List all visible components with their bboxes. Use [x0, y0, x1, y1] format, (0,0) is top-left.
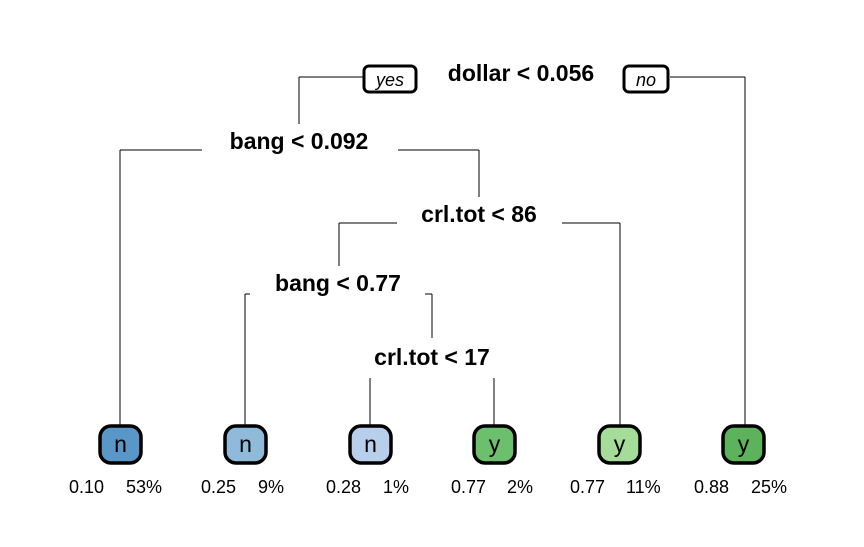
leaf-1-pct: 53%	[126, 477, 162, 497]
split-dollar: dollar < 0.056	[448, 60, 594, 86]
leaf-6-pct: 25%	[751, 477, 787, 497]
leaf-4-box	[472, 424, 517, 465]
leaf-3: n 0.28 1%	[326, 424, 409, 497]
tree-edges	[119, 76, 746, 428]
leaf-1-prob: 0.10	[69, 477, 104, 497]
leaf-5-box	[597, 424, 642, 465]
no-label-box	[622, 64, 670, 94]
leaf-6-box	[721, 424, 766, 465]
leaf-4-class: y	[489, 431, 501, 457]
leaf-2-pct: 9%	[258, 477, 284, 497]
no-label: no	[636, 70, 656, 90]
leaf-6-class: y	[738, 431, 750, 457]
leaf-6-prob: 0.88	[694, 477, 729, 497]
leaf-2-prob: 0.25	[201, 477, 236, 497]
leaf-4-prob: 0.77	[451, 477, 486, 497]
leaf-5-pct: 11%	[626, 477, 661, 497]
split-bang-2: bang < 0.77	[275, 270, 401, 296]
edge-labels: yes no	[362, 64, 670, 94]
leaf-3-class: n	[364, 431, 377, 457]
leaf-2-class: n	[239, 431, 252, 457]
split-nodes: dollar < 0.056 bang < 0.092 crl.tot < 86…	[230, 60, 595, 370]
leaf-1: n 0.10 53%	[69, 424, 162, 497]
split-crl-tot-1: crl.tot < 86	[421, 201, 537, 227]
leaf-1-class: n	[114, 431, 127, 457]
leaf-5-class: y	[614, 431, 626, 457]
leaf-2: n 0.25 9%	[201, 424, 284, 497]
leaf-5-prob: 0.77	[570, 477, 605, 497]
leaf-6: y 0.88 25%	[694, 424, 787, 497]
split-bang-1: bang < 0.092	[230, 128, 369, 154]
leaf-nodes: n 0.10 53% n 0.25 9% n 0.28 1% y 0.77 2%…	[69, 424, 787, 497]
leaf-4: y 0.77 2%	[451, 424, 533, 497]
yes-label-box	[362, 64, 418, 94]
split-crl-tot-2: crl.tot < 17	[374, 344, 490, 370]
yes-label: yes	[374, 70, 404, 90]
leaf-3-pct: 1%	[383, 477, 409, 497]
leaf-4-pct: 2%	[507, 477, 533, 497]
leaf-3-box	[348, 424, 393, 465]
leaf-2-box	[223, 424, 268, 465]
leaf-5: y 0.77 11%	[570, 424, 661, 497]
leaf-3-prob: 0.28	[326, 477, 361, 497]
leaf-1-box	[98, 424, 143, 465]
